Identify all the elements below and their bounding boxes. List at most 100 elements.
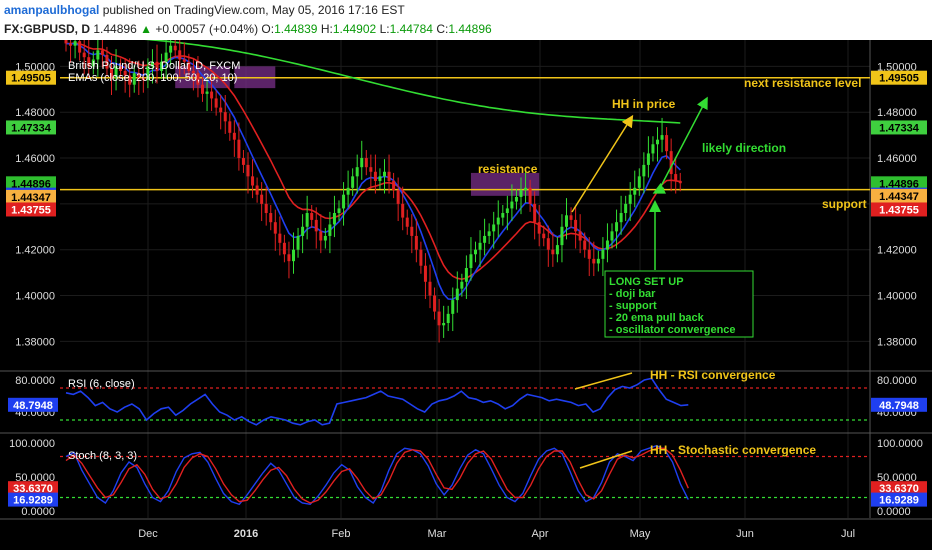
setup-item: - 20 ema pull back bbox=[609, 312, 705, 324]
price-tag-right: 1.44347 bbox=[879, 191, 919, 203]
up-arrow-icon: ▲ bbox=[140, 22, 152, 36]
x-tick: Feb bbox=[332, 528, 351, 540]
publish-line: amanpaulbhogal published on TradingView.… bbox=[4, 3, 405, 17]
stoch-tick-left: 0.0000 bbox=[21, 506, 55, 518]
stoch-convergence-label: HH - Stochastic convergence bbox=[650, 443, 816, 457]
candle-body bbox=[528, 187, 532, 204]
candle-body bbox=[319, 231, 323, 241]
candle-body bbox=[642, 164, 646, 177]
price-tag-left-bg bbox=[6, 70, 56, 85]
candle-body bbox=[182, 59, 186, 62]
candle-body bbox=[173, 45, 177, 51]
price-tag-right: 1.47334 bbox=[879, 122, 920, 134]
candle-body bbox=[624, 203, 628, 214]
candle-body bbox=[373, 171, 377, 181]
rsi-tick-right: 80.0000 bbox=[877, 375, 917, 387]
candle-body bbox=[132, 73, 136, 85]
rsi-title: RSI (6, close) bbox=[68, 378, 135, 390]
y-tick-right: 1.50000 bbox=[877, 61, 917, 73]
candle-body bbox=[578, 231, 582, 241]
candle-body bbox=[628, 194, 632, 204]
price-tag-right: 1.49505 bbox=[879, 73, 919, 85]
candle-body bbox=[323, 235, 327, 241]
candle-body bbox=[546, 238, 550, 250]
candle-body bbox=[510, 201, 514, 209]
candle-body bbox=[437, 311, 441, 326]
symbol-label: FX:GBPUSD, D bbox=[4, 22, 91, 36]
candle-body bbox=[633, 187, 637, 195]
candle-body bbox=[392, 180, 396, 191]
candle-body bbox=[123, 70, 127, 76]
candle-body bbox=[601, 249, 605, 259]
candle-body bbox=[296, 235, 300, 250]
rsi-value-tag-left: 48.7948 bbox=[13, 400, 53, 412]
stoch-title: Stoch (8, 3, 3) bbox=[68, 450, 137, 462]
candle-body bbox=[301, 226, 305, 236]
candle-body bbox=[423, 265, 427, 282]
candle-body bbox=[342, 194, 346, 209]
candle-body bbox=[678, 180, 682, 184]
stoch-value-tag-right-bg bbox=[871, 481, 927, 496]
candle-body bbox=[264, 203, 268, 214]
candle-body bbox=[487, 231, 491, 236]
stoch-tick-right: 50.0000 bbox=[877, 472, 917, 484]
candle-body bbox=[524, 187, 528, 191]
candle-body bbox=[474, 249, 477, 255]
candle-body bbox=[369, 167, 373, 172]
price-tag-left-bg bbox=[6, 176, 56, 191]
y-tick-right: 1.48000 bbox=[877, 107, 917, 119]
quote-line: FX:GBPUSD, D 1.44896 ▲ +0.00057 (+0.04%)… bbox=[4, 22, 492, 36]
y-tick-right: 1.46000 bbox=[877, 153, 917, 165]
chart-area[interactable]: 1.50000 1.50000 1.48000 1.48000 1.46000 1.460… bbox=[0, 23, 932, 550]
setup-title: LONG SET UP bbox=[609, 276, 684, 288]
chart-svg[interactable]: 1.50000 1.50000 1.48000 1.48000 1.46000 1.460… bbox=[0, 23, 932, 550]
stoch-line bbox=[65, 447, 689, 504]
low-label: L: bbox=[379, 22, 390, 36]
candle-body bbox=[278, 233, 282, 243]
candle-body bbox=[565, 215, 568, 227]
candle-body bbox=[282, 242, 286, 255]
candle-body bbox=[514, 196, 518, 202]
low-value: 1.44784 bbox=[389, 22, 433, 36]
candle-body bbox=[428, 281, 432, 296]
candle-body bbox=[396, 190, 400, 204]
candle-body bbox=[410, 226, 414, 236]
candle-body bbox=[169, 45, 173, 53]
main-chart-title: British Pound/U.S. Dollar, D, FXCM bbox=[68, 60, 240, 72]
candle-body bbox=[542, 233, 546, 239]
y-tick-left: 1.50000 bbox=[15, 61, 55, 73]
support-label: support bbox=[822, 197, 867, 211]
candle-body bbox=[332, 213, 336, 225]
y-tick-left: 1.38000 bbox=[15, 336, 55, 348]
candle-body bbox=[187, 61, 191, 71]
candle-body bbox=[378, 176, 382, 181]
candle-body bbox=[496, 217, 500, 225]
candle-body bbox=[442, 323, 446, 326]
price-tag-left-bg bbox=[6, 189, 56, 204]
candle-body bbox=[328, 224, 332, 236]
candle-body bbox=[346, 187, 350, 195]
candle-body bbox=[478, 242, 482, 250]
axes: 1.50000 1.50000 1.48000 1.48000 1.46000 1.460… bbox=[6, 61, 927, 540]
candle-body bbox=[96, 50, 100, 60]
price-tag-left: 1.43755 bbox=[11, 204, 51, 216]
candle-body bbox=[82, 52, 86, 58]
candle-body bbox=[469, 254, 473, 269]
author-link[interactable]: amanpaulbhogal bbox=[4, 3, 100, 17]
candle-body bbox=[419, 249, 423, 266]
candle-body bbox=[155, 61, 159, 71]
y-tick-left: 1.46000 bbox=[15, 153, 55, 165]
next-resistance-label: next resistance level bbox=[744, 76, 861, 90]
candle-body bbox=[114, 66, 118, 78]
x-tick: Dec bbox=[138, 528, 158, 540]
candle-body bbox=[246, 164, 250, 177]
candle-body bbox=[619, 213, 623, 223]
price-tag-left: 1.47334 bbox=[11, 122, 52, 134]
high-value: 1.44902 bbox=[332, 22, 377, 36]
candle-body bbox=[87, 57, 91, 67]
rsi-tick-left: 80.0000 bbox=[15, 375, 55, 387]
x-tick: Apr bbox=[531, 528, 548, 540]
candle-body bbox=[273, 222, 277, 234]
candle-body bbox=[201, 84, 204, 94]
candle-body bbox=[141, 77, 145, 81]
